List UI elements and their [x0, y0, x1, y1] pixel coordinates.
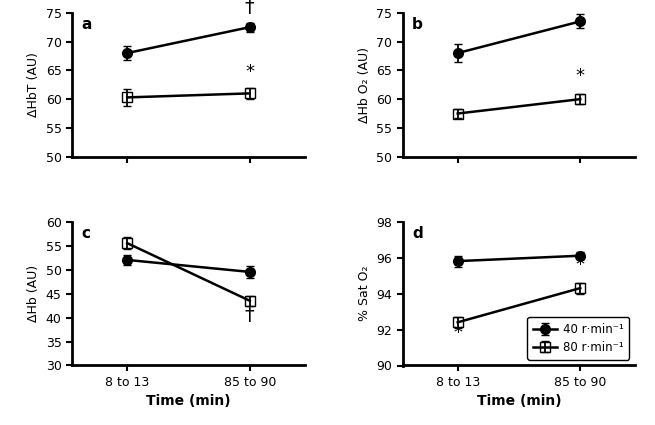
Text: a: a	[81, 17, 92, 32]
X-axis label: Time (min): Time (min)	[146, 394, 231, 408]
Text: †: †	[245, 306, 255, 325]
Text: d: d	[412, 226, 422, 241]
Y-axis label: % Sat O₂: % Sat O₂	[358, 266, 371, 321]
Y-axis label: ΔHb (AU): ΔHb (AU)	[27, 265, 40, 322]
Text: *: *	[576, 67, 585, 85]
Y-axis label: ΔHbT (AU): ΔHbT (AU)	[27, 52, 40, 117]
Text: b: b	[412, 17, 422, 32]
Text: *: *	[245, 63, 254, 81]
X-axis label: Time (min): Time (min)	[477, 394, 561, 408]
Text: c: c	[81, 226, 90, 241]
Text: †: †	[245, 0, 255, 17]
Legend: 40 r·min⁻¹, 80 r·min⁻¹: 40 r·min⁻¹, 80 r·min⁻¹	[527, 317, 629, 360]
Text: *: *	[576, 256, 585, 274]
Y-axis label: ΔHb O₂ (AU): ΔHb O₂ (AU)	[358, 47, 371, 123]
Text: *: *	[453, 324, 462, 342]
